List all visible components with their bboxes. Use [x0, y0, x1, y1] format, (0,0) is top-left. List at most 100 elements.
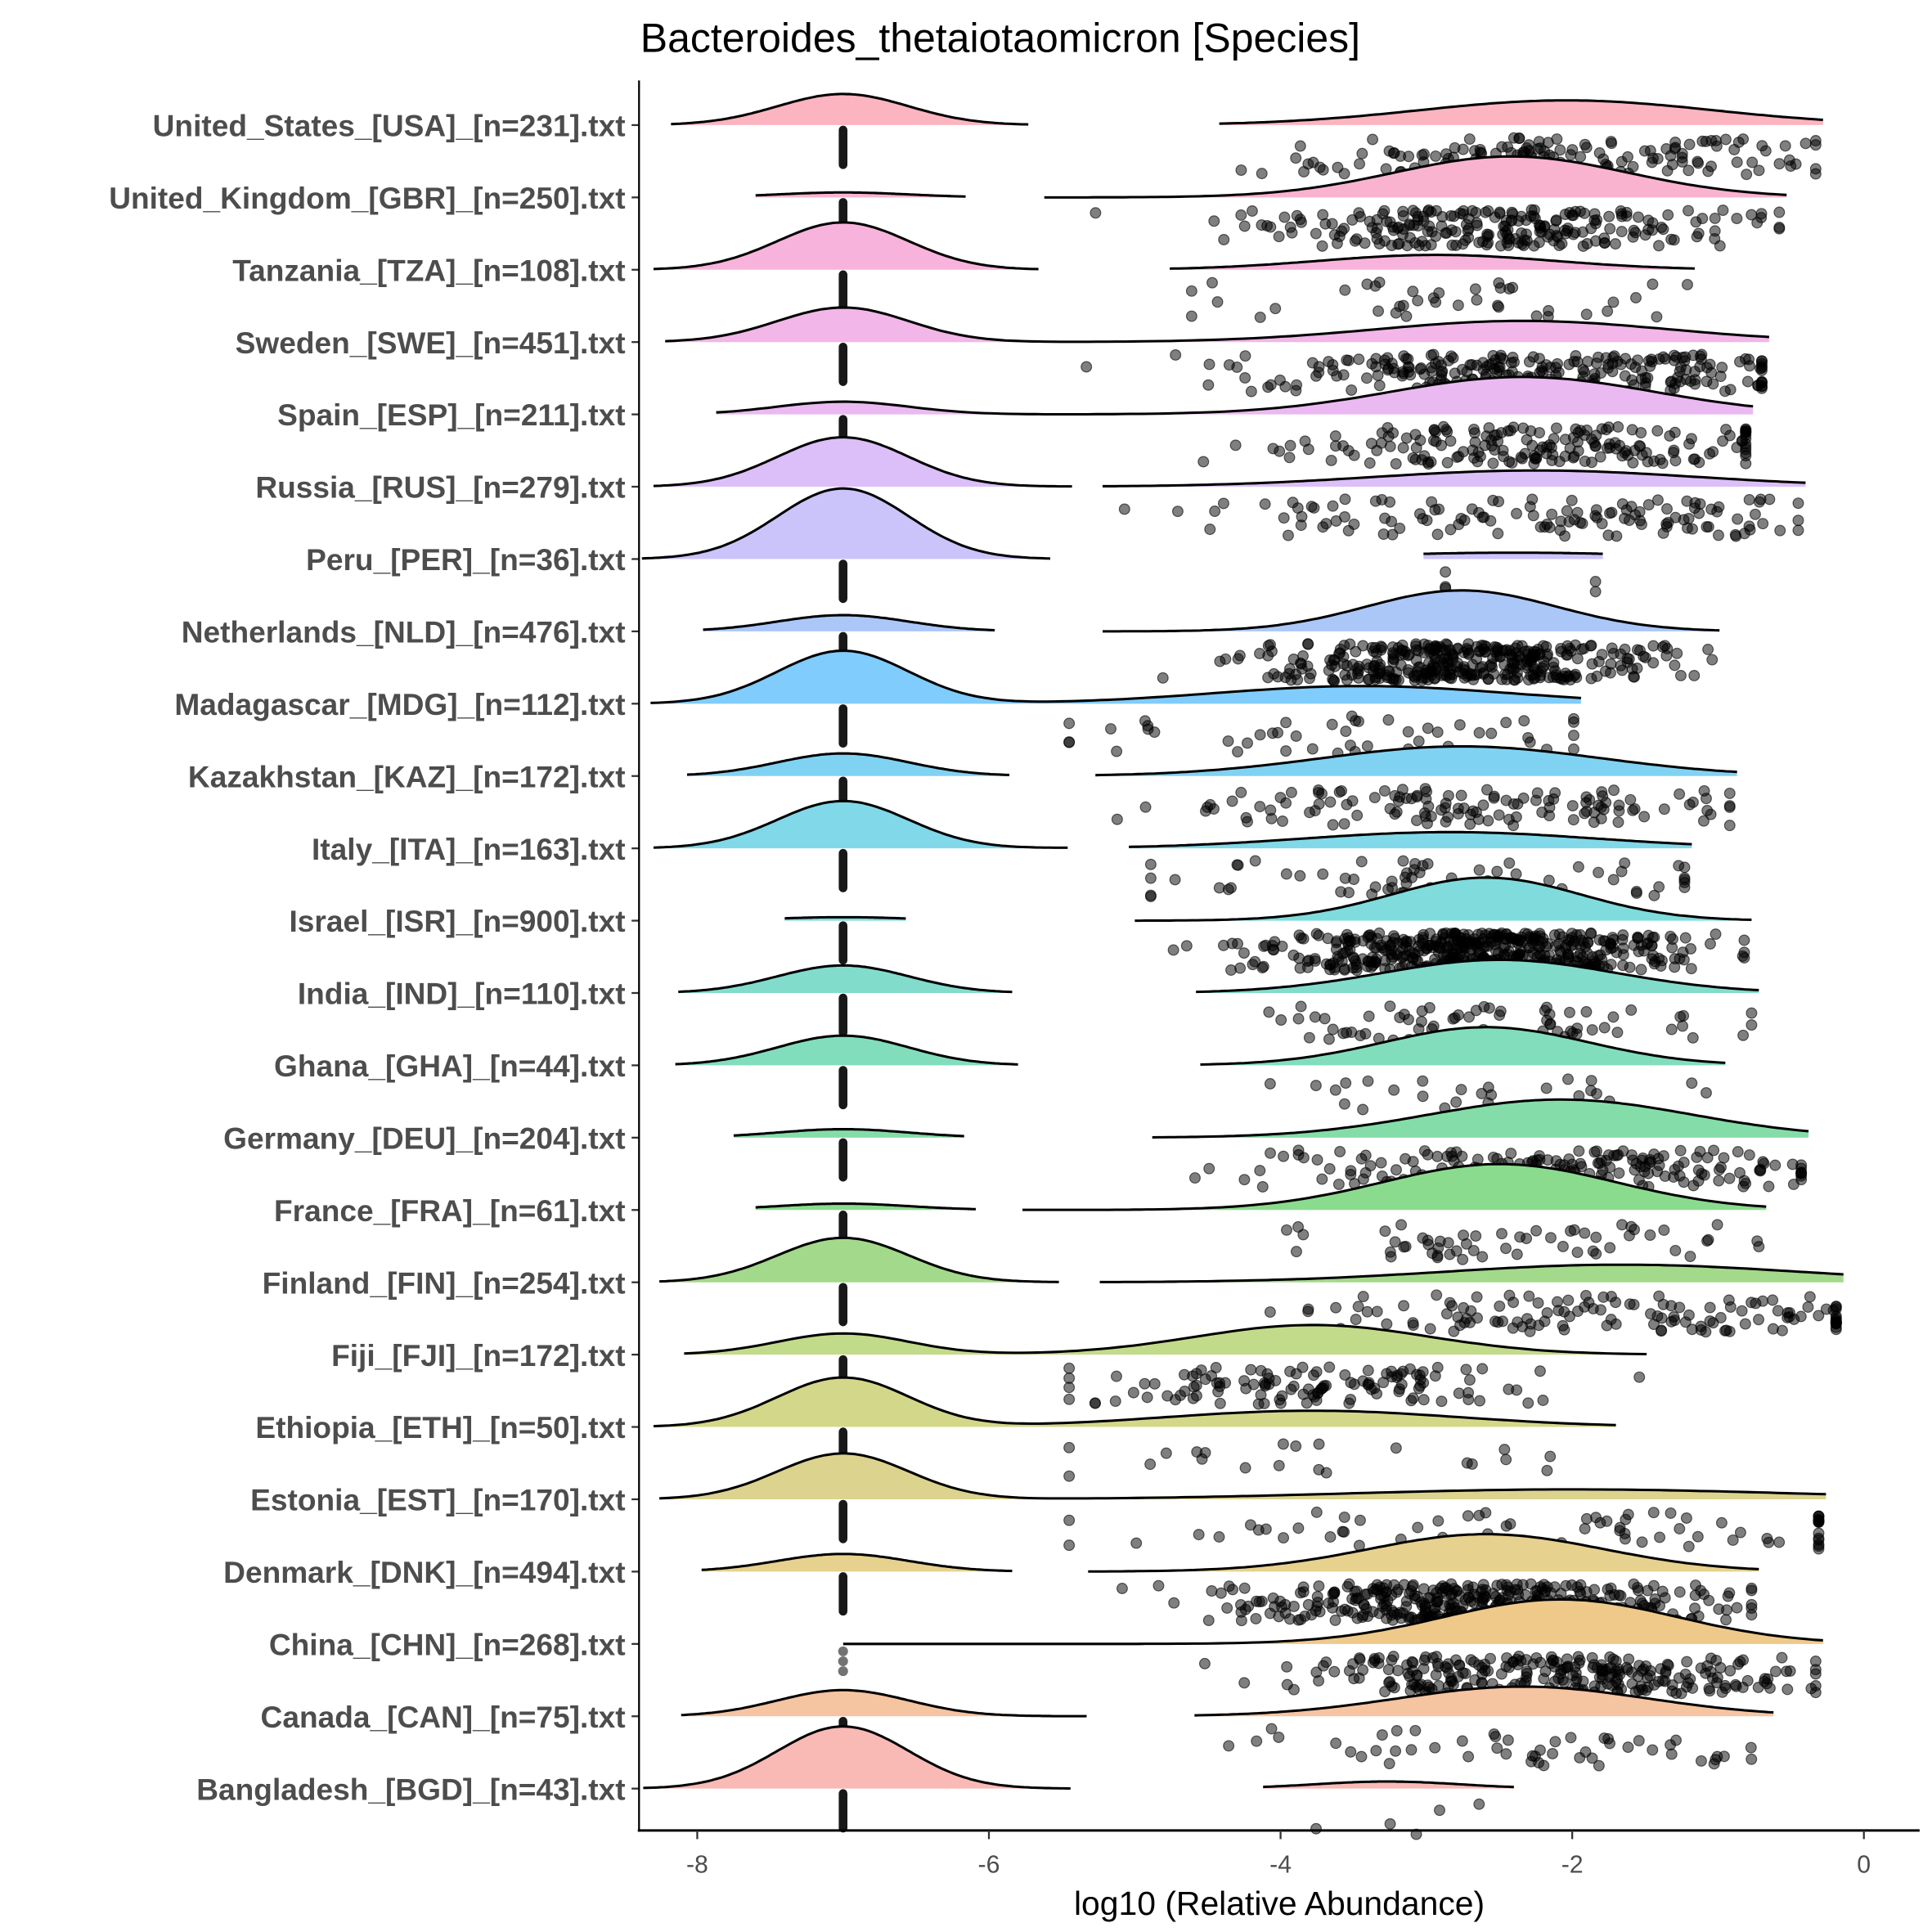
data-point — [1160, 1447, 1172, 1459]
data-point — [1681, 1656, 1693, 1668]
abundance-density-fill — [1099, 1265, 1844, 1283]
data-point — [1171, 505, 1184, 518]
data-point — [1476, 1251, 1489, 1263]
data-point — [1568, 356, 1580, 367]
data-point — [1348, 449, 1360, 461]
data-point — [1683, 1540, 1695, 1552]
data-point — [1284, 439, 1296, 452]
data-point — [1580, 1586, 1593, 1598]
data-point — [1367, 133, 1379, 146]
data-point — [1545, 1651, 1557, 1663]
data-point — [1467, 1244, 1480, 1256]
data-point — [1459, 234, 1471, 246]
data-point — [1665, 930, 1677, 942]
data-point — [1745, 1741, 1757, 1754]
data-point — [1507, 1296, 1520, 1309]
data-point — [1674, 669, 1687, 681]
data-point — [1458, 1301, 1470, 1314]
zero-density-fill — [675, 1036, 1018, 1066]
data-point — [1485, 727, 1498, 739]
data-point — [1278, 512, 1290, 524]
data-point — [1267, 443, 1279, 455]
data-point — [1357, 1664, 1369, 1676]
data-point — [1678, 1176, 1690, 1188]
data-point — [1580, 1006, 1593, 1018]
data-point — [1632, 354, 1644, 366]
data-point — [1391, 948, 1403, 959]
row-group: Ghana_[GHA]_[n=44].txt — [274, 1026, 1726, 1121]
data-point — [1698, 1169, 1710, 1181]
data-point — [1544, 1018, 1557, 1030]
data-point — [1457, 143, 1469, 155]
data-point — [1684, 1251, 1696, 1263]
data-point — [1653, 353, 1665, 365]
data-point — [1240, 1382, 1252, 1395]
data-point — [1386, 240, 1398, 252]
data-point — [1110, 1370, 1122, 1382]
data-point — [1386, 515, 1398, 528]
data-point — [1476, 661, 1489, 673]
data-point — [1595, 812, 1607, 824]
data-point — [1388, 654, 1400, 666]
row-group: Finland_[FIN]_[n=254].txt — [263, 1236, 1844, 1338]
data-point — [1397, 855, 1409, 867]
row-group: Denmark_[DNK]_[n=494].txt — [223, 1533, 1759, 1627]
data-point — [1436, 1580, 1449, 1593]
data-point — [1763, 1536, 1775, 1548]
data-point — [1386, 937, 1399, 949]
data-point — [1571, 1247, 1584, 1259]
data-point — [1202, 1615, 1215, 1627]
data-point — [1494, 352, 1507, 364]
data-point — [1630, 292, 1642, 303]
data-point — [1409, 1724, 1422, 1737]
data-point — [1388, 1084, 1400, 1096]
data-point — [1339, 1368, 1351, 1381]
data-point — [1378, 784, 1391, 797]
abundance-density-fill — [1200, 1027, 1726, 1066]
data-point — [1474, 143, 1486, 155]
data-point — [1415, 1596, 1427, 1608]
data-point — [1769, 1665, 1781, 1678]
data-point — [1630, 886, 1642, 897]
data-point — [1482, 1081, 1494, 1094]
data-point — [1383, 1758, 1395, 1770]
data-point — [1410, 638, 1422, 650]
data-point — [1753, 1314, 1764, 1326]
data-point — [1638, 1663, 1650, 1675]
data-point — [1532, 1297, 1544, 1309]
data-point — [1144, 872, 1157, 884]
data-point — [1731, 1602, 1743, 1614]
data-point — [1280, 745, 1292, 757]
abundance-density-fill — [1088, 1534, 1759, 1572]
data-point — [1235, 164, 1247, 177]
data-point — [1467, 423, 1480, 435]
data-point — [1720, 1614, 1732, 1626]
data-point — [1510, 811, 1522, 823]
data-point — [1445, 1588, 1458, 1601]
data-point — [1350, 645, 1362, 658]
data-point — [1625, 1220, 1638, 1233]
data-point — [1579, 1227, 1591, 1239]
data-point — [1481, 228, 1494, 240]
data-point — [1446, 239, 1458, 251]
data-point — [1710, 928, 1722, 941]
data-point — [1471, 294, 1483, 306]
data-point — [1327, 1023, 1339, 1036]
data-point — [1471, 456, 1484, 468]
data-point — [1696, 135, 1709, 147]
data-point — [1674, 1144, 1687, 1157]
data-point — [1713, 1603, 1725, 1615]
data-point — [1795, 1167, 1808, 1179]
data-point — [1530, 794, 1542, 806]
data-point — [1426, 226, 1438, 238]
data-point — [1081, 361, 1093, 373]
data-point — [1498, 1444, 1511, 1456]
data-point — [1309, 1011, 1321, 1023]
data-point — [1648, 889, 1660, 901]
data-point — [1564, 207, 1576, 218]
y-tick-label: France_[FRA]_[n=61].txt — [274, 1193, 626, 1228]
data-point — [1580, 308, 1593, 321]
data-point — [1185, 310, 1197, 322]
data-point — [1764, 493, 1776, 505]
data-point — [1649, 1593, 1661, 1605]
